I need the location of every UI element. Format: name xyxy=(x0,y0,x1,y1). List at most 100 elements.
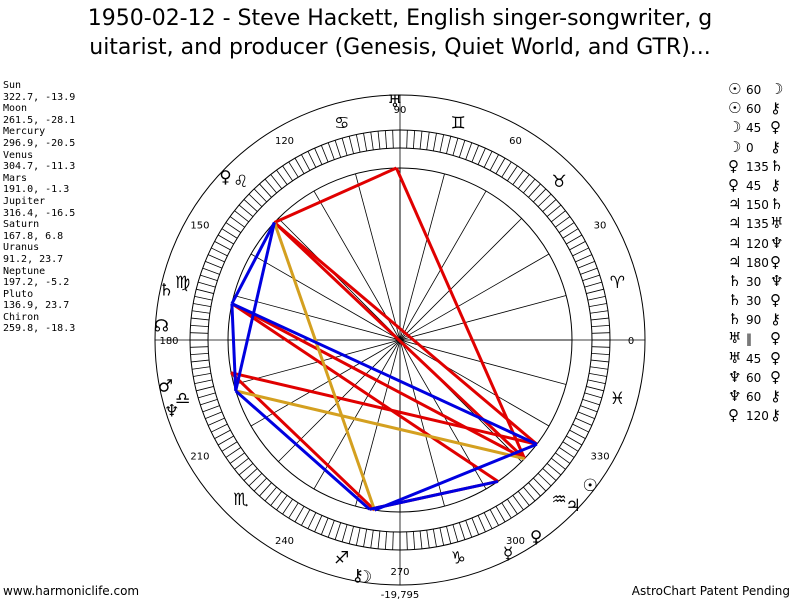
aspect-planet-a: ☉ xyxy=(728,80,742,98)
degree-tick xyxy=(253,188,267,203)
degree-tick xyxy=(477,147,486,165)
degree-tick xyxy=(406,531,408,550)
aspect-line xyxy=(273,166,398,224)
aspect-planet-a: ♆ xyxy=(728,367,742,386)
aspect-row: ♀ 135♄ xyxy=(728,157,788,176)
degree-tick xyxy=(517,174,530,189)
zodiac-sign-icon: ♋ xyxy=(334,114,349,134)
degree-tick xyxy=(288,502,299,519)
degree-tick xyxy=(202,405,220,413)
aspect-planet-a: ♅ xyxy=(728,329,742,348)
degree-tick xyxy=(528,482,541,497)
degree-tick xyxy=(555,216,571,228)
degree-tick xyxy=(591,346,610,348)
degree-tick xyxy=(551,457,566,470)
zodiac-sign-icon: ♐ xyxy=(334,548,349,568)
degree-tick xyxy=(225,222,242,233)
degree-tick xyxy=(392,531,394,550)
degree-tick xyxy=(259,183,272,198)
degree-tick xyxy=(419,530,423,549)
degree-tick xyxy=(458,522,466,540)
degree-tick xyxy=(533,188,547,203)
degree-tick xyxy=(193,372,211,377)
degree-tick xyxy=(363,133,368,151)
degree-tick xyxy=(590,366,609,370)
planet-position-list: Sun 322.7, -13.9 Moon 261.5, -28.1 Mercury 29… xyxy=(3,80,75,335)
aspect-planet-a: ♄ xyxy=(728,310,742,329)
planet-name: Mercury xyxy=(3,126,46,138)
degree-tick xyxy=(523,178,536,194)
degree-tick xyxy=(238,204,254,217)
aspect-planet-a: ♀ xyxy=(728,406,739,425)
degree-tick xyxy=(439,134,445,153)
degree-tick xyxy=(392,130,394,149)
degree-tick xyxy=(580,267,598,275)
degree-tick xyxy=(584,392,602,399)
degree-label: 300 xyxy=(506,536,525,547)
degree-tick xyxy=(264,178,277,194)
degree-tick xyxy=(377,131,381,150)
degree-tick xyxy=(288,161,299,178)
degree-tick xyxy=(191,310,210,314)
degree-tick xyxy=(426,530,430,549)
title-line-2: uitarist, and producer (Genesis, Quiet W… xyxy=(89,35,711,60)
aspect-planet-b: ⚷ xyxy=(770,137,781,156)
planet-glyph-icon: ☿ xyxy=(503,544,513,564)
planet-coords: 191.0, -1.3 xyxy=(3,184,70,196)
degree-tick xyxy=(572,247,589,257)
degree-label: 90 xyxy=(394,105,407,116)
planet-coords: 316.4, -16.5 xyxy=(3,207,76,219)
degree-tick xyxy=(589,303,607,308)
aspect-angle: 150 xyxy=(746,198,769,213)
degree-tick xyxy=(569,429,586,439)
degree-tick xyxy=(194,295,213,301)
degree-tick xyxy=(586,288,604,294)
aspect-planet-b: ♀ xyxy=(770,348,781,367)
aspect-angle: 120 xyxy=(746,409,769,424)
aspect-planet-b: ♅ xyxy=(770,214,784,233)
aspect-planet-a: ♆ xyxy=(728,387,742,405)
degree-tick xyxy=(270,491,283,506)
degree-tick xyxy=(432,529,437,547)
aspect-line xyxy=(231,302,526,460)
degree-tick xyxy=(551,210,566,223)
aspect-angle: 60 xyxy=(746,390,762,404)
degree-tick xyxy=(465,520,473,538)
degree-tick xyxy=(542,468,557,481)
degree-tick xyxy=(207,254,225,263)
aspect-angle: 45 xyxy=(746,351,762,366)
degree-tick xyxy=(190,324,209,328)
degree-tick xyxy=(465,142,473,160)
degree-tick xyxy=(489,509,499,526)
aspect-line xyxy=(374,442,538,512)
degree-tick xyxy=(301,154,311,171)
degree-tick xyxy=(198,392,216,399)
aspect-angle: 180 xyxy=(746,255,769,270)
aspect-angle: 45 xyxy=(746,178,762,193)
aspect-line xyxy=(369,479,499,511)
aspect-planet-b: ♄ xyxy=(770,195,784,214)
aspect-angle: 135 xyxy=(746,217,769,232)
aspect-angle: 135 xyxy=(746,159,769,174)
degree-label: 330 xyxy=(591,452,610,463)
zodiac-sign-icon: ♌ xyxy=(233,172,248,192)
aspect-line xyxy=(272,221,376,511)
planet-glyph-icon: ♆ xyxy=(164,402,179,422)
degree-tick xyxy=(214,241,231,251)
aspect-planet-a: ♅ xyxy=(728,348,742,367)
degree-tick xyxy=(363,529,368,547)
zodiac-sign-icon: ♒ xyxy=(551,490,566,510)
aspect-angle: ‖ xyxy=(746,332,752,347)
degree-tick xyxy=(507,498,518,515)
aspect-line xyxy=(230,303,238,391)
degree-tick xyxy=(412,130,416,149)
degree-tick xyxy=(426,131,430,150)
degree-label: 120 xyxy=(275,136,294,147)
aspect-row: ♄ 90 ⚷ xyxy=(728,310,788,329)
degree-tick xyxy=(483,151,493,168)
planet-coords: 167.8, 6.8 xyxy=(3,230,64,242)
zodiac-sign-icon: ♎ xyxy=(175,389,190,409)
planet-name: Jupiter xyxy=(3,195,46,207)
aspect-row: ♃ 120♆ xyxy=(728,234,788,253)
